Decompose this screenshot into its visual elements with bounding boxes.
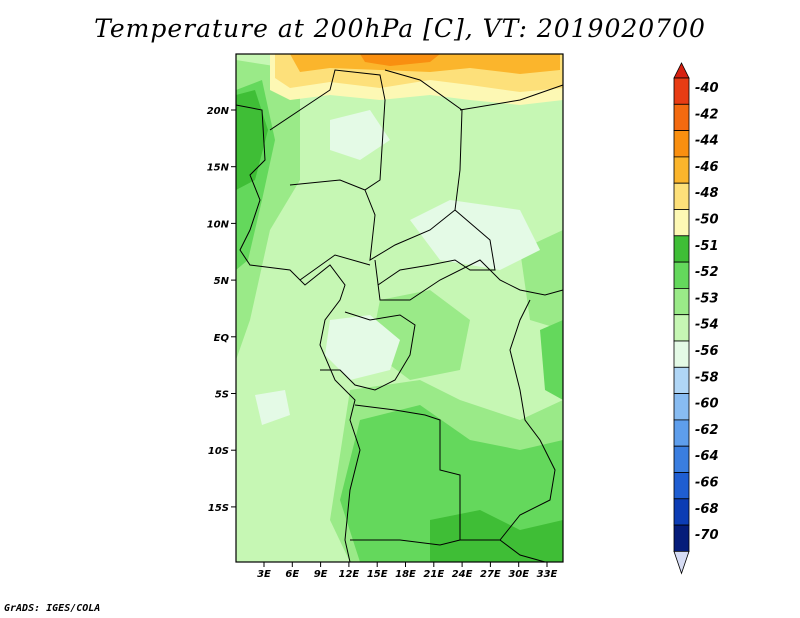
lon-tick-label: 33E [537, 569, 558, 580]
lat-tick-label: 10S [208, 446, 229, 457]
field-minus46-north [290, 54, 560, 74]
colorbar-bin [673, 340, 690, 368]
lon-tick-label: 21E [423, 569, 444, 580]
lon-tick-label: 6E [285, 569, 299, 580]
colorbar-level-label: -53 [695, 291, 719, 306]
lat-tick-label: 15S [208, 503, 229, 514]
colorbar-level-label: -40 [695, 81, 719, 96]
colorbar-bin [673, 287, 690, 316]
lon-tick-label: 3E [257, 569, 271, 580]
boundaries [235, 69, 564, 563]
field-minus54-sw [255, 390, 290, 425]
field-minus51-south [430, 510, 563, 562]
map-title: Temperature at 200hPa [C], VT: 201902070… [94, 14, 706, 43]
colorbar-bin [673, 498, 690, 526]
colorbar-bin [673, 419, 690, 447]
colorbar-bin [673, 77, 690, 105]
colorbar-level-label: -46 [695, 160, 719, 175]
colorbar-bin [673, 235, 690, 263]
colorbar-level-label: -62 [695, 423, 719, 438]
colorbar-bin [673, 314, 690, 342]
latitude-axis: 20N 15N 10N 5N EQ 5S 10S 15S [207, 106, 236, 514]
colorbar-bin [673, 103, 690, 132]
colorbar-level-label: -64 [695, 449, 719, 464]
colorbar-level-label: -70 [695, 528, 719, 543]
lon-tick-label: 12E [339, 569, 360, 580]
lon-tick-label: 27E [480, 569, 501, 580]
lat-tick-label: 10N [207, 219, 230, 230]
colorbar-level-label: -66 [695, 476, 719, 491]
colorbar-level-label: -50 [695, 213, 719, 228]
colorbar-bin [673, 130, 690, 158]
colorbar-level-label: -48 [695, 186, 719, 201]
colorbar-bottom-arrow [673, 551, 690, 575]
colorbar-level-label: -56 [695, 344, 719, 359]
map-frame [235, 53, 564, 563]
colorbar: -40 -42 -44 -46 -48 -50 -51 -52 -53 -54 -56 -58 -60 -… [673, 62, 719, 575]
field-minus54-north [330, 110, 390, 160]
colorbar-level-label: -51 [695, 239, 719, 254]
lon-tick-label: 24E [452, 569, 473, 580]
field-minus51-nw [236, 90, 268, 190]
colorbar-bin [673, 393, 690, 421]
lat-tick-label: 5N [214, 276, 230, 287]
field-minus52-south [340, 405, 563, 562]
longitude-axis: 3E 6E 9E 12E 15E 18E 21E 24E 27E 30E 33E [257, 562, 558, 580]
lon-tick-label: 15E [367, 569, 388, 580]
colorbar-bin [673, 472, 690, 500]
colorbar-top-arrow [673, 62, 690, 79]
colorbar-bin [673, 209, 690, 237]
lat-tick-label: 15N [207, 163, 230, 174]
lon-tick-label: 9E [314, 569, 328, 580]
grads-credit: GrADS: IGES/COLA [4, 603, 101, 614]
colorbar-bin [673, 156, 690, 184]
colorbar-level-label: -58 [695, 370, 719, 385]
field-minus44-north [360, 54, 440, 66]
colorbar-level-label: -54 [695, 318, 719, 333]
colorbar-level-label: -60 [695, 397, 719, 412]
lat-tick-label: 20N [207, 106, 230, 117]
field-minus53-east [520, 230, 563, 330]
field-minus53-mid [370, 290, 470, 380]
colorbar-bin [673, 182, 690, 210]
field-minus54-central [410, 200, 540, 270]
colorbar-level-label: -44 [695, 134, 719, 149]
lat-tick-label: 5S [215, 390, 229, 401]
field-minus52-east [540, 320, 563, 400]
lon-tick-label: 18E [395, 569, 416, 580]
colorbar-level-label: -42 [695, 107, 719, 122]
colorbar-bin [673, 524, 690, 552]
lon-tick-label: 30E [508, 569, 529, 580]
colorbar-bin [673, 366, 690, 394]
colorbar-bin [673, 261, 690, 289]
colorbar-level-label: -52 [695, 265, 719, 280]
colorbar-bin [673, 445, 690, 473]
field-minus54-congo [325, 315, 400, 380]
colorbar-level-label: -68 [695, 502, 719, 517]
lat-tick-label: EQ [214, 333, 230, 344]
